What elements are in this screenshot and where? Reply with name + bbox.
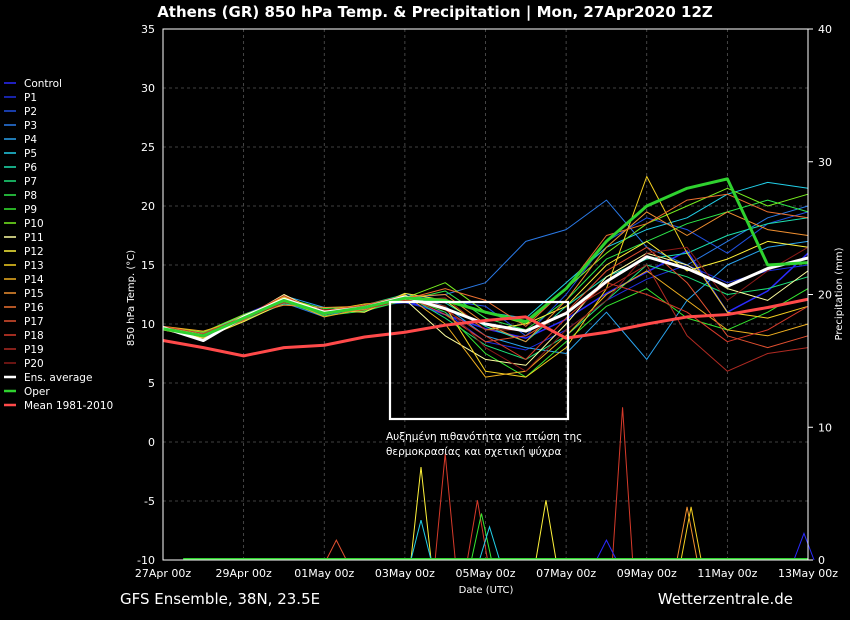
y-left-tick-label: 25 xyxy=(141,141,155,154)
precipitation-spike xyxy=(434,453,456,561)
grid xyxy=(162,28,809,561)
legend-label: P19 xyxy=(24,344,44,356)
legend-label: P11 xyxy=(24,232,44,244)
chart-title: Athens (GR) 850 hPa Temp. & Precipitatio… xyxy=(157,3,713,22)
x-tick-label: 11May 00z xyxy=(697,567,757,580)
precipitation-spike xyxy=(595,538,617,561)
x-tick-label: 03May 00z xyxy=(375,567,435,580)
x-axis-label: Date (UTC) xyxy=(459,585,514,596)
legend-label: P18 xyxy=(24,330,44,342)
precipitation-spike xyxy=(470,513,493,561)
precipitation-spike xyxy=(611,407,634,561)
y-right-tick-label: 30 xyxy=(818,156,832,169)
precipitation-spike xyxy=(410,467,432,561)
x-tick-label: 29Apr 00z xyxy=(215,567,272,580)
series-line-p18 xyxy=(162,282,809,360)
x-axis-ticks: 27Apr 00z 29Apr 00z 01May 00z 03May 00z 05Ma… xyxy=(135,567,838,580)
y-left-tick-label: 30 xyxy=(141,82,155,95)
legend-label: P3 xyxy=(24,120,37,132)
footer-site: Wetterzentrale.de xyxy=(658,590,793,608)
y-left-tick-label: -5 xyxy=(144,495,155,508)
plot-frame xyxy=(162,28,809,561)
legend-label: Oper xyxy=(24,386,50,398)
series-line-oper xyxy=(162,177,809,338)
y-axis-left-ticks: 35 30 25 20 15 10 5 0 -5 -10 xyxy=(137,23,155,567)
series-line-p19 xyxy=(162,264,809,372)
annotation-box xyxy=(388,300,570,421)
precipitation-layer xyxy=(183,407,815,561)
y-right-tick-label: 20 xyxy=(818,289,832,302)
y-left-tick-label: 35 xyxy=(141,23,155,36)
y-right-tick-label: 0 xyxy=(818,554,825,567)
y-left-tick-label: 5 xyxy=(148,377,155,390)
legend-label: P17 xyxy=(24,316,44,328)
legend-label: P8 xyxy=(24,190,37,202)
legend-label: P15 xyxy=(24,288,44,300)
footer-source: GFS Ensemble, 38N, 23.5E xyxy=(120,590,320,608)
legend-label: P16 xyxy=(24,302,44,314)
legend-label: P14 xyxy=(24,274,44,286)
legend-label: P6 xyxy=(24,162,37,174)
x-tick-label: 01May 00z xyxy=(294,567,354,580)
precipitation-spike xyxy=(478,525,501,561)
y-right-tick-label: 10 xyxy=(818,421,832,434)
legend-label: Ens. average xyxy=(24,372,92,384)
y-left-tick-label: 10 xyxy=(141,318,155,331)
legend-label: P5 xyxy=(24,148,37,160)
series-line-p17 xyxy=(162,246,809,349)
legend-label: P2 xyxy=(24,106,37,118)
y-left-tick-label: 15 xyxy=(141,259,155,272)
legend: Control P1 P2 P3 P4 P5 P6 P7 P8 P9 P10 P11 P12 P13 P14… xyxy=(4,78,113,412)
precipitation-spike xyxy=(680,506,702,561)
y-axis-right-ticks: 40 30 20 10 0 xyxy=(808,23,832,567)
x-tick-label: 05May 00z xyxy=(455,567,515,580)
precipitation-spike xyxy=(325,538,347,561)
y-left-tick-label: 0 xyxy=(148,436,155,449)
y-axis-left-label: 850 hPa Temp. (°C) xyxy=(126,250,137,346)
legend-label: P20 xyxy=(24,358,44,370)
series-lines xyxy=(162,176,809,378)
annotation-line-2: θερμοκρασίας και σχετική ψύχρα xyxy=(386,446,561,458)
series-line-mean-1981-2010 xyxy=(162,297,809,358)
precipitation-spike xyxy=(676,506,698,561)
legend-label: P13 xyxy=(24,260,44,272)
legend-label: Control xyxy=(24,78,62,90)
legend-label: P7 xyxy=(24,176,37,188)
legend-label: P4 xyxy=(24,134,37,146)
y-right-tick-label: 40 xyxy=(818,23,832,36)
x-tick-label: 09May 00z xyxy=(617,567,677,580)
y-left-tick-label: -10 xyxy=(137,554,155,567)
x-tick-label: 27Apr 00z xyxy=(135,567,192,580)
precipitation-spike xyxy=(793,532,815,561)
x-tick-label: 07May 00z xyxy=(536,567,596,580)
legend-label: P10 xyxy=(24,218,44,230)
legend-label: P12 xyxy=(24,246,44,258)
precipitation-spike xyxy=(466,500,489,561)
y-axis-right-label: Precipitation (mm) xyxy=(834,247,845,340)
legend-label: Mean 1981-2010 xyxy=(24,400,113,412)
legend-label: P1 xyxy=(24,92,37,104)
annotation-line-1: Αυξημένη πιθανότητα για πτώση της xyxy=(386,431,582,443)
precipitation-spike xyxy=(410,520,432,561)
y-left-tick-label: 20 xyxy=(141,200,155,213)
precipitation-spike xyxy=(535,500,557,561)
x-tick-label: 13May 00z xyxy=(778,567,838,580)
legend-label: P9 xyxy=(24,204,37,216)
